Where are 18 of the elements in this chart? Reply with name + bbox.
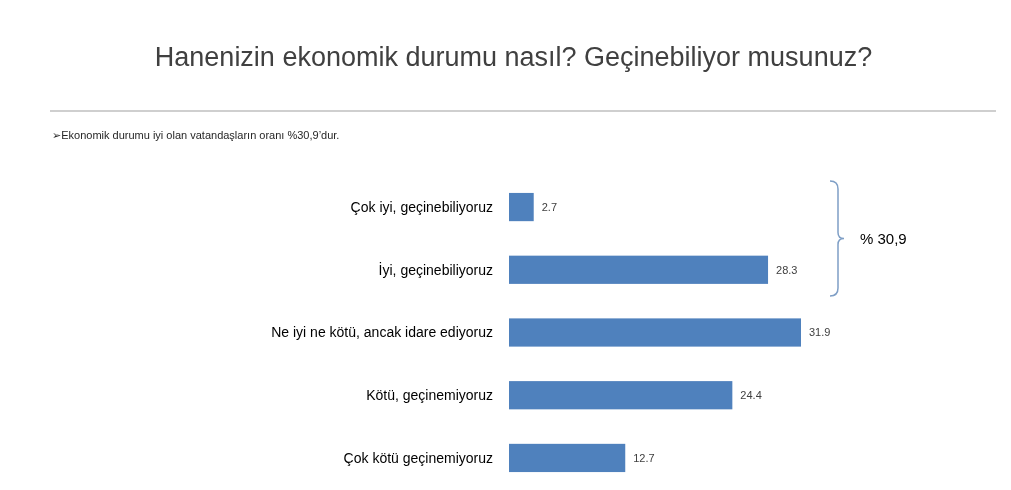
bar: [509, 381, 733, 410]
chart-title: Hanenizin ekonomik durumu nasıl? Geçinebiliyor musunuz?: [154, 42, 873, 72]
y-tick-label: Ne iyi ne kötü, ancak idare ediyoruz: [271, 324, 493, 341]
bar: [509, 443, 626, 473]
y-tick-label: Çok iyi, geçinebiliyoruz: [350, 198, 493, 215]
y-tick-label: Kötü, geçinemiyoruz: [366, 387, 493, 404]
y-tick-label: Çok kötü geçinemiyoruz: [343, 449, 493, 466]
data-label: 28.3: [776, 263, 798, 276]
data-label: 2.7: [541, 200, 558, 213]
text: % 30,9: [860, 229, 907, 247]
data-label: 31.9: [809, 326, 831, 339]
bar: [509, 255, 769, 284]
text: ➢Ekonomik durumu iyi olan vatandaşların oranı %30,9’dur.: [52, 129, 340, 141]
data-label: 24.4: [740, 389, 762, 402]
bar: [509, 318, 801, 347]
bar: [509, 192, 534, 222]
data-label: 12.7: [633, 451, 655, 464]
y-tick-label: İyi, geçinebiliyoruz: [378, 260, 493, 278]
